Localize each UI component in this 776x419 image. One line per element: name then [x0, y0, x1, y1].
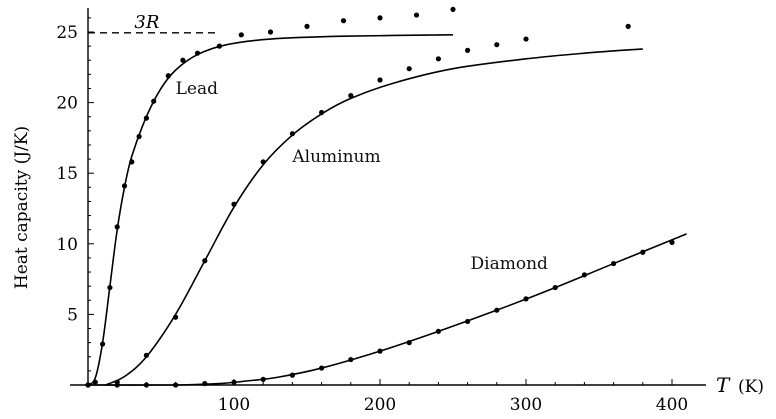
lead-data-point: [377, 15, 383, 21]
diamond-data-point: [523, 296, 529, 302]
reference-line-group: 3R: [88, 12, 220, 34]
points-group: [85, 6, 675, 388]
lead-data-point: [304, 23, 310, 29]
diamond-label: Diamond: [471, 254, 549, 274]
lead-data-point: [180, 57, 186, 63]
diamond-data-point: [377, 348, 383, 354]
lead-data-point: [143, 115, 149, 121]
lead-label: Lead: [176, 79, 218, 99]
diamond-data-point: [114, 382, 120, 388]
x-tick-label: 200: [364, 395, 396, 415]
aluminum-data-point: [523, 36, 529, 42]
diamond-data-point: [435, 328, 441, 334]
lead-data-point: [194, 50, 201, 56]
series-labels-group: Lead Aluminum Diamond: [176, 79, 548, 274]
diamond-data-point: [85, 382, 91, 388]
lead-data-point: [151, 98, 157, 104]
lead-data-point: [267, 29, 274, 35]
x-axis-title-unit: (K): [738, 377, 764, 397]
aluminum-data-point: [377, 77, 383, 83]
y-tick-label: 15: [56, 164, 78, 184]
lead-curve: [87, 34, 454, 386]
y-axis-title: Heat capacity (J/K): [12, 126, 32, 289]
aluminum-data-point: [260, 159, 266, 165]
aluminum-curve: [105, 48, 643, 386]
diamond-data-point: [552, 284, 558, 291]
diamond-data-point: [289, 372, 295, 378]
lead-data-point: [107, 284, 113, 291]
lead-data-point: [129, 159, 135, 165]
reference-line-label: 3R: [134, 12, 159, 33]
aluminum-data-point: [202, 258, 208, 264]
aluminum-data-point: [435, 56, 441, 62]
diamond-data-point: [202, 380, 208, 387]
aluminum-label: Aluminum: [291, 147, 380, 167]
diamond-data-point: [260, 376, 266, 382]
y-tick-label: 10: [56, 235, 78, 255]
aluminum-data-point: [289, 131, 295, 137]
x-tick-label: 300: [510, 395, 542, 415]
diamond-data-point: [319, 365, 325, 371]
diamond-data-point: [581, 272, 588, 278]
aluminum-data-point: [173, 314, 179, 320]
y-tick-label: 5: [67, 305, 78, 325]
lead-data-point: [136, 133, 142, 140]
ticks-group: 100 200 300 400 5 10 15 20 25: [56, 17, 688, 415]
aluminum-data-point: [319, 109, 325, 116]
x-tick-label: 100: [218, 395, 250, 415]
diamond-curve: [87, 233, 687, 386]
diamond-data-point: [173, 382, 179, 388]
lead-data-point: [216, 43, 222, 49]
axes: [70, 8, 706, 386]
aluminum-data-point: [231, 201, 237, 207]
lead-data-point: [121, 183, 128, 189]
aluminum-data-point: [494, 42, 500, 48]
diamond-data-point: [143, 382, 149, 388]
lead-data-point: [625, 23, 631, 29]
lead-data-point: [340, 18, 347, 24]
y-tick-label: 25: [56, 23, 78, 43]
aluminum-data-point: [465, 47, 471, 53]
x-axis-title-symbol: T: [716, 373, 731, 397]
lead-data-point: [165, 73, 171, 79]
diamond-data-point: [348, 356, 354, 363]
x-tick-label: 400: [656, 395, 688, 415]
aluminum-data-point: [406, 66, 412, 72]
lead-data-point: [413, 12, 420, 18]
diamond-data-point: [611, 260, 617, 267]
diamond-data-point: [231, 379, 237, 385]
diamond-data-point: [494, 307, 500, 313]
lead-data-point: [100, 341, 106, 347]
y-tick-label: 20: [56, 94, 78, 114]
diamond-data-point: [406, 340, 412, 346]
aluminum-data-point: [143, 352, 149, 358]
diamond-data-point: [640, 249, 646, 255]
lead-data-point: [238, 32, 244, 38]
diamond-data-point: [669, 239, 675, 245]
lead-data-point: [450, 6, 456, 13]
lead-data-point: [114, 224, 120, 230]
diamond-data-point: [465, 318, 471, 325]
aluminum-data-point: [348, 92, 354, 99]
lead-data-point: [92, 379, 98, 385]
